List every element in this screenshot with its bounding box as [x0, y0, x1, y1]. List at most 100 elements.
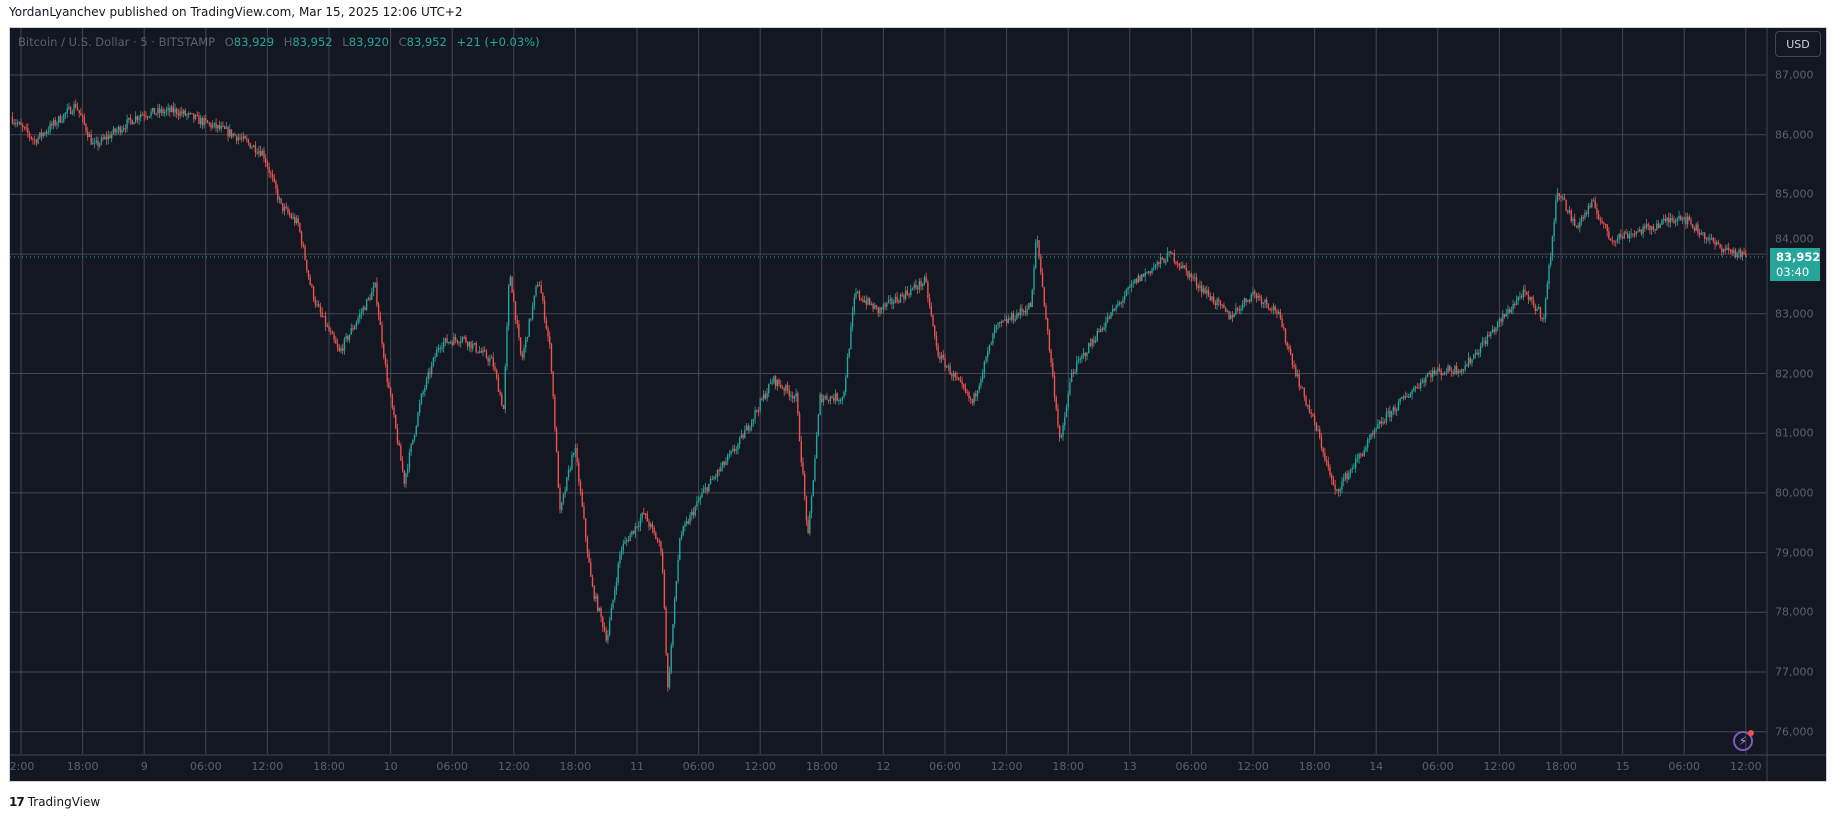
candle-body	[181, 111, 183, 114]
candle-body	[1430, 373, 1432, 378]
candle-body	[672, 624, 674, 646]
candle	[42, 132, 44, 139]
candle	[169, 105, 171, 118]
candle-body	[336, 343, 339, 348]
candle	[571, 451, 573, 471]
symbol-name[interactable]: Bitcoin / U.S. Dollar · 5 · BITSTAMP	[18, 35, 216, 49]
candle-body	[1182, 265, 1184, 269]
candle	[665, 605, 667, 657]
candle-body	[590, 562, 592, 577]
candle	[37, 135, 39, 145]
candle-body	[1649, 225, 1651, 230]
candle	[294, 213, 296, 226]
candle	[1344, 471, 1347, 482]
candle	[829, 395, 832, 405]
candle-body	[371, 291, 373, 300]
candle-body	[1291, 354, 1294, 365]
candle-body	[733, 448, 736, 452]
candle-body	[1110, 312, 1112, 319]
candle-body	[1704, 232, 1706, 239]
candle-body	[1048, 330, 1051, 351]
candle-body	[1579, 222, 1581, 228]
candle-body	[155, 113, 157, 115]
candle	[1353, 463, 1355, 469]
candle-body	[1341, 481, 1343, 490]
candle-body	[478, 351, 481, 353]
candle	[1745, 249, 1747, 258]
candle-body	[516, 320, 518, 325]
chart-frame[interactable]	[9, 27, 1827, 782]
candle	[574, 444, 577, 458]
candle-body	[1052, 362, 1054, 376]
candle-body	[518, 324, 520, 338]
candle	[306, 259, 308, 273]
candle	[1519, 291, 1521, 301]
candle-body	[1402, 396, 1405, 399]
candle-body	[165, 110, 168, 112]
candle-body	[1012, 313, 1015, 321]
candle-body	[1219, 300, 1222, 305]
candle-body	[538, 284, 541, 286]
candle	[499, 389, 501, 397]
candle-body	[1437, 368, 1439, 372]
candle	[785, 384, 787, 395]
candle	[1375, 427, 1377, 433]
candle	[795, 388, 797, 402]
candle	[1678, 210, 1680, 222]
candle-body	[1190, 273, 1193, 278]
candle	[299, 222, 301, 234]
candle	[27, 123, 29, 138]
candle	[1481, 336, 1483, 348]
candle	[1683, 216, 1685, 222]
candle-body	[367, 297, 370, 300]
candle-body	[1464, 365, 1466, 370]
candle-body	[1664, 218, 1667, 222]
candle	[475, 341, 477, 354]
candle-body	[1471, 359, 1473, 363]
candle-body	[670, 645, 672, 672]
candle	[140, 110, 142, 122]
currency-button[interactable]: USD	[1775, 31, 1821, 57]
candle	[1036, 235, 1039, 248]
candle-body	[223, 126, 226, 129]
candle	[246, 135, 248, 143]
candle-body	[1007, 318, 1010, 323]
candle	[549, 331, 551, 349]
candle	[514, 301, 517, 324]
candle	[1736, 251, 1738, 261]
candle-body	[940, 354, 943, 360]
candle	[1621, 236, 1624, 240]
candle-body	[1295, 366, 1297, 377]
candle-body	[1536, 309, 1538, 312]
candle-body	[164, 111, 166, 114]
tradingview-logo-icon[interactable]: 17	[9, 795, 25, 809]
candle-body	[1741, 252, 1744, 257]
candle	[639, 513, 642, 532]
candle	[1127, 286, 1129, 295]
candle-body	[1544, 298, 1547, 319]
candle-body	[1283, 327, 1285, 329]
candle-body	[99, 143, 101, 147]
candle	[1132, 279, 1134, 288]
candle	[1739, 247, 1742, 260]
candle	[1577, 222, 1579, 230]
candle-body	[1088, 343, 1090, 354]
candle	[1452, 369, 1454, 377]
candle-body	[1534, 306, 1537, 312]
candle-body	[425, 378, 428, 389]
footer-brand[interactable]: TradingView	[27, 795, 101, 809]
candle	[877, 306, 879, 318]
candle	[437, 344, 440, 353]
lightning-bolt-icon[interactable]: ⚡	[1733, 730, 1754, 751]
candle	[128, 117, 130, 124]
candle	[211, 120, 214, 129]
candle	[217, 124, 219, 134]
candle	[364, 305, 366, 311]
candle	[1028, 302, 1030, 310]
candle-body	[631, 530, 633, 535]
candle	[538, 281, 541, 286]
candle	[1331, 472, 1333, 485]
candle-body	[600, 607, 602, 617]
candle	[343, 337, 346, 355]
